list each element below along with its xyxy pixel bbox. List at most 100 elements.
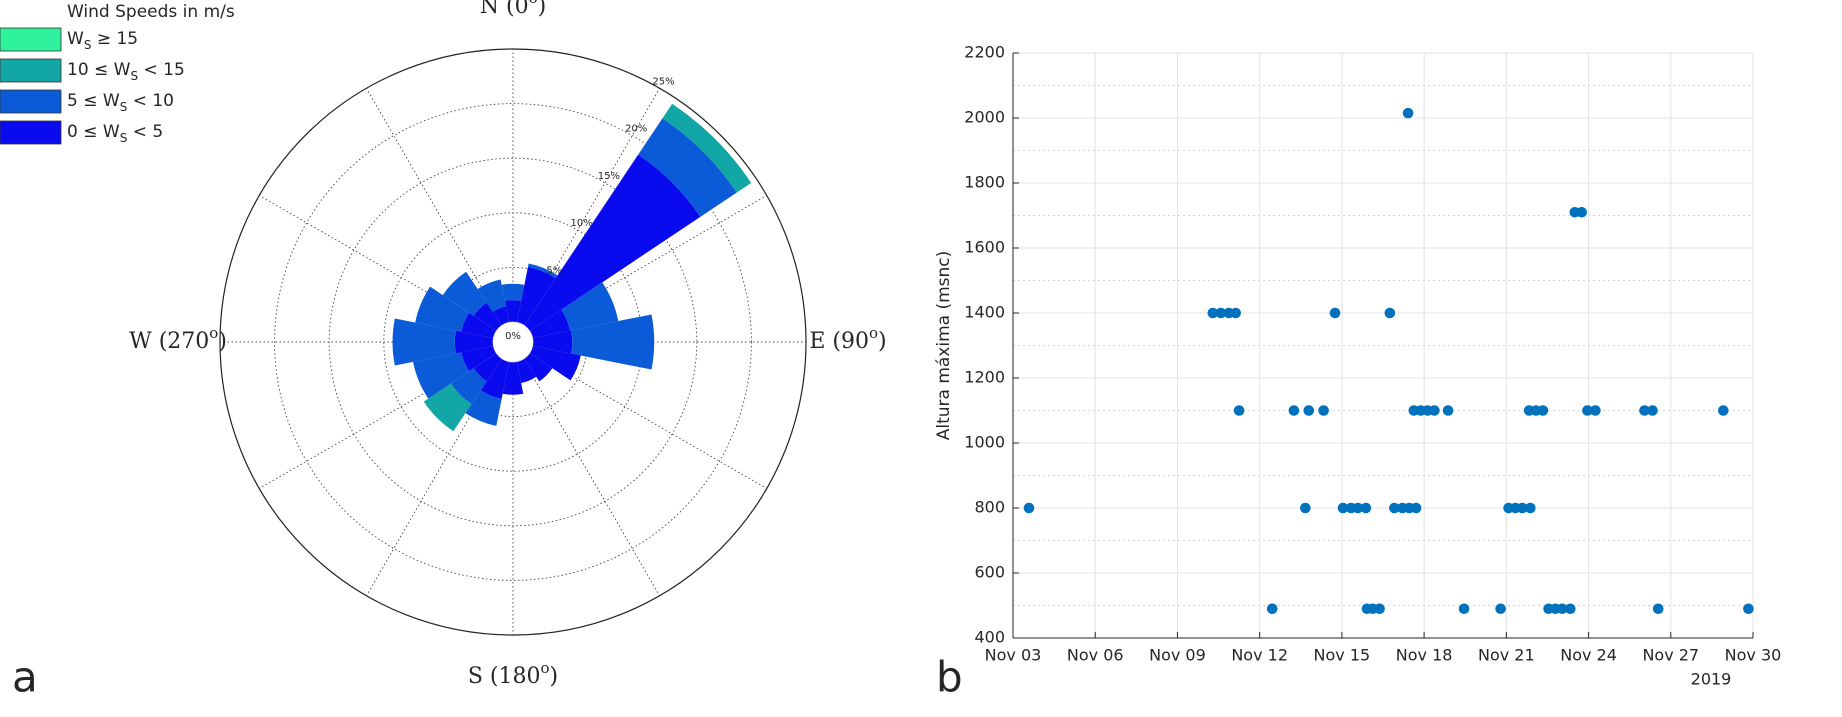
direction-label: N (0o) [480, 0, 546, 19]
x-tick-label: Nov 21 [1478, 646, 1535, 665]
ring-grid [274, 103, 752, 581]
direction-sup: o [209, 324, 218, 342]
point [1266, 603, 1278, 615]
wedge [516, 266, 556, 326]
wedge [529, 309, 571, 339]
y-tick-label: 1000 [964, 433, 1005, 452]
wedge [532, 330, 573, 354]
x-tick-label: Nov 15 [1314, 646, 1371, 665]
point [1639, 405, 1650, 416]
point [1374, 603, 1385, 615]
spoke-grid [259, 351, 496, 489]
legend-text: 5 ≤ W [67, 91, 120, 111]
y-tick-label: 1200 [964, 368, 1005, 387]
x-tick-label: Nov 06 [1067, 646, 1124, 665]
direction-sup: o [541, 659, 550, 677]
point [1215, 307, 1227, 319]
direction-text: N (0 [480, 0, 529, 19]
wedge [504, 300, 522, 323]
direction-label: S (180o) [468, 659, 558, 689]
wedge [638, 118, 737, 217]
point [1352, 502, 1364, 514]
point [1517, 502, 1528, 514]
legend-label: 0 ≤ WS < 5 [67, 122, 163, 145]
wedge [524, 353, 553, 382]
point [1402, 107, 1414, 119]
point [1556, 603, 1568, 615]
point [1288, 405, 1300, 416]
direction-sup: o [529, 0, 538, 7]
center-hole [492, 321, 534, 363]
y-tick-label: 2000 [964, 108, 1005, 127]
wedge [480, 358, 510, 400]
legend-swatch [0, 58, 62, 83]
direction-end: ) [218, 329, 227, 354]
wedge [516, 358, 537, 384]
wedge [561, 282, 619, 331]
point [1590, 405, 1601, 416]
direction-end: ) [878, 329, 887, 354]
point [1303, 405, 1315, 416]
direction-text: W (270 [129, 329, 209, 354]
spoke-grid [259, 195, 496, 333]
point [1230, 307, 1241, 319]
direction-sup: o [869, 324, 878, 342]
ring-label: 5% [546, 265, 562, 276]
point [1410, 502, 1422, 514]
x-tick-label: Nov 24 [1560, 646, 1617, 665]
wedge [571, 314, 655, 370]
wedge [461, 312, 497, 339]
y-tick-label: 2200 [964, 43, 1005, 62]
y-tick-label: 800 [974, 498, 1005, 517]
legend-text: < 10 [127, 91, 174, 111]
point [1300, 502, 1311, 514]
legend-text: ≥ 15 [91, 29, 138, 49]
point [1429, 405, 1440, 416]
legend-sub: S [84, 38, 92, 52]
wedge [465, 390, 502, 426]
direction-text: S (180 [468, 664, 541, 689]
direction-label: E (90o) [809, 324, 886, 354]
legend-sub: S [131, 69, 139, 83]
direction-label: W (270o) [129, 324, 227, 354]
y-tick-label: 1600 [964, 238, 1005, 257]
wedge [527, 263, 558, 279]
legend-swatch [0, 89, 62, 114]
ring-label: 20% [625, 124, 647, 135]
x-tick-label: Nov 30 [1725, 646, 1782, 665]
point [1576, 206, 1588, 218]
legend-sub: S [120, 131, 128, 145]
ring-grid [328, 157, 698, 527]
wedge [524, 154, 701, 331]
point [1647, 405, 1658, 416]
point [1582, 405, 1593, 416]
x-tick-label: Nov 18 [1396, 646, 1453, 665]
wedge [473, 302, 502, 331]
spoke-grid [522, 359, 660, 596]
wedge [662, 103, 752, 193]
point [1318, 405, 1329, 416]
x-tick-label: Nov 27 [1642, 646, 1699, 665]
direction-end: ) [550, 664, 559, 689]
point [1743, 603, 1754, 615]
spoke-grid [366, 88, 504, 325]
x-tick-label: Nov 03 [985, 646, 1042, 665]
wedge [413, 352, 470, 399]
point [1525, 502, 1536, 514]
legend-swatch [0, 120, 62, 145]
wedge [450, 368, 487, 405]
x-tick-label: Nov 12 [1231, 646, 1288, 665]
ring-label: 25% [652, 76, 674, 87]
wedge [423, 383, 472, 432]
wedge [477, 279, 506, 312]
wedge [473, 353, 502, 382]
legend-text: 10 ≤ W [67, 60, 131, 80]
wedge [454, 330, 494, 354]
legend-label: WS ≥ 15 [67, 29, 138, 52]
legend-title: Wind Speeds in m/s [67, 2, 235, 22]
legend-text: < 5 [127, 122, 163, 142]
point [1337, 502, 1349, 514]
wedge [492, 306, 510, 326]
direction-end: ) [538, 0, 547, 19]
